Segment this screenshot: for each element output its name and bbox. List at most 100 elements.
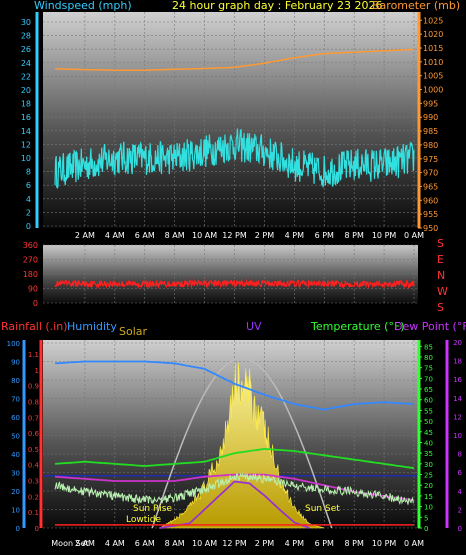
temp-tick-label: 20 xyxy=(424,482,433,490)
direction-tick-label: 90 xyxy=(28,285,38,294)
x-tick-label: 10 PM xyxy=(372,539,397,548)
panel1-axes: 2 AM 4 AM 6 AM 8 AM 10 AM 12 PM 2 PM 4 PM 6 PM 8 … xyxy=(21,12,443,240)
x-tick-label: 0 AM xyxy=(404,539,424,548)
dewpoint-axis-label: Dew Point (°F) xyxy=(394,320,466,333)
compass-label: S xyxy=(437,237,444,250)
humidity-tick-label: 10 xyxy=(11,507,20,515)
humidity-tick-label: 90 xyxy=(11,359,20,367)
uv-tick-label: 12 xyxy=(453,413,462,421)
temp-tick-label: 15 xyxy=(424,493,433,501)
x-tick-label: 0 AM xyxy=(404,231,424,240)
temp-tick-label: 65 xyxy=(424,386,433,394)
temp-tick-label: 35 xyxy=(424,450,433,458)
barometer-axis-label: Barometer (mb) xyxy=(372,0,460,12)
windspeed-tick-label: 22 xyxy=(21,72,31,81)
x-tick-label: 8 AM xyxy=(165,231,185,240)
x-tick-label: 6 AM xyxy=(135,539,155,548)
compass-label: E xyxy=(437,253,444,266)
rain-tick-label: 0 xyxy=(35,525,39,533)
x-tick-label: 12 PM xyxy=(222,231,247,240)
rainfall-axis-label: Rainfall (.in) xyxy=(1,320,68,333)
humidity-tick-label: 30 xyxy=(11,470,20,478)
uv-tick-label: 20 xyxy=(453,339,462,347)
panel1-background xyxy=(43,12,418,228)
temperature-axis-label: Temperature (°F) xyxy=(310,320,405,333)
barometer-tick-label: 1010 xyxy=(423,58,443,67)
panel1-series xyxy=(54,48,415,189)
uv-tick-label: 18 xyxy=(453,358,462,366)
windspeed-axis-label: Windspeed (mph) xyxy=(34,0,132,12)
windspeed-tick-label: 8 xyxy=(26,168,31,177)
panel-rain-humidity-temp: 010203040506070809010000.10.20.30.40.50.… xyxy=(1,320,466,548)
panel2-grid xyxy=(43,244,418,304)
windspeed-tick-label: 24 xyxy=(21,59,31,68)
outside-temp-noisy-line xyxy=(54,472,414,505)
humidity-tick-label: 70 xyxy=(11,396,20,404)
barometer-tick-label: 1005 xyxy=(423,72,443,81)
x-tick-label: 10 AM xyxy=(192,231,217,240)
sunset-label: Sun Set xyxy=(305,504,340,514)
temp-tick-label: 50 xyxy=(424,418,433,426)
x-tick-label: 4 AM xyxy=(105,231,125,240)
windspeed-tick-label: 0 xyxy=(26,222,31,231)
windspeed-tick-label: 4 xyxy=(26,195,31,204)
windspeed-tick-label: 26 xyxy=(21,45,31,54)
uv-label: UV xyxy=(246,320,262,333)
windspeed-tick-label: 6 xyxy=(26,181,31,190)
compass-label: S xyxy=(437,301,444,314)
humidity-axis-label: Humidity xyxy=(67,320,117,333)
barometer-tick-label: 960 xyxy=(423,196,438,205)
sunrise-label: Sun Rise xyxy=(133,504,172,514)
panel2-series xyxy=(54,278,415,290)
barometer-tick-label: 1015 xyxy=(423,44,443,53)
panel3-series xyxy=(43,357,418,529)
temp-tick-label: 75 xyxy=(424,365,433,373)
rain-tick-label: 0.3 xyxy=(28,478,39,486)
rain-tick-label: 0.1 xyxy=(28,509,39,517)
humidity-tick-label: 0 xyxy=(16,525,20,533)
x-tick-label: 12 PM xyxy=(222,539,247,548)
x-tick-label: 8 PM xyxy=(344,539,363,548)
windspeed-tick-label: 2 xyxy=(26,208,31,217)
uv-tick-label: 0 xyxy=(458,525,462,533)
humidity-tick-label: 20 xyxy=(11,488,20,496)
solar-label: Solar xyxy=(119,325,148,338)
barometer-tick-label: 995 xyxy=(423,99,438,108)
windspeed-tick-label: 12 xyxy=(21,140,31,149)
panel3-axes: 010203040506070809010000.10.20.30.40.50.… xyxy=(7,339,463,548)
windspeed-tick-label: 14 xyxy=(21,127,31,136)
barometer-tick-label: 1000 xyxy=(423,86,443,95)
uv-tick-label: 6 xyxy=(458,469,463,477)
temp-tick-label: 70 xyxy=(424,375,433,383)
rain-tick-label: 0.9 xyxy=(28,383,39,391)
x-tick-label: 6 AM xyxy=(135,231,155,240)
humidity-tick-label: 40 xyxy=(11,451,20,459)
humidity-tick-label: 80 xyxy=(11,377,20,385)
lowtide-label: Lowtide xyxy=(126,515,161,525)
chart-title: 24 hour graph day : February 23 2026 xyxy=(172,0,383,12)
rain-tick-label: 0.7 xyxy=(28,414,39,422)
temp-tick-label: 45 xyxy=(424,429,433,437)
barometer-tick-label: 1025 xyxy=(423,16,443,25)
x-tick-label: 6 PM xyxy=(315,231,334,240)
barometer-tick-label: 975 xyxy=(423,155,438,164)
barometer-tick-label: 990 xyxy=(423,113,438,122)
temp-tick-label: 5 xyxy=(424,514,428,522)
temp-tick-label: 55 xyxy=(424,407,433,415)
x-tick-label: 2 PM xyxy=(255,539,274,548)
x-tick-label: 10 PM xyxy=(372,231,397,240)
moonset-label: Moon Set xyxy=(51,539,88,548)
x-tick-label: 6 PM xyxy=(315,539,334,548)
uv-tick-label: 10 xyxy=(453,432,462,440)
x-tick-label: 4 PM xyxy=(285,539,304,548)
barometer-tick-label: 955 xyxy=(423,210,438,219)
x-tick-label: 10 AM xyxy=(192,539,217,548)
x-tick-label: 8 AM xyxy=(165,539,185,548)
windspeed-tick-label: 16 xyxy=(21,113,31,122)
x-tick-label: 4 AM xyxy=(105,539,125,548)
uv-tick-label: 8 xyxy=(458,451,462,459)
temperature-line xyxy=(54,447,415,469)
compass-label: W xyxy=(437,285,448,298)
temp-tick-label: 60 xyxy=(424,397,433,405)
